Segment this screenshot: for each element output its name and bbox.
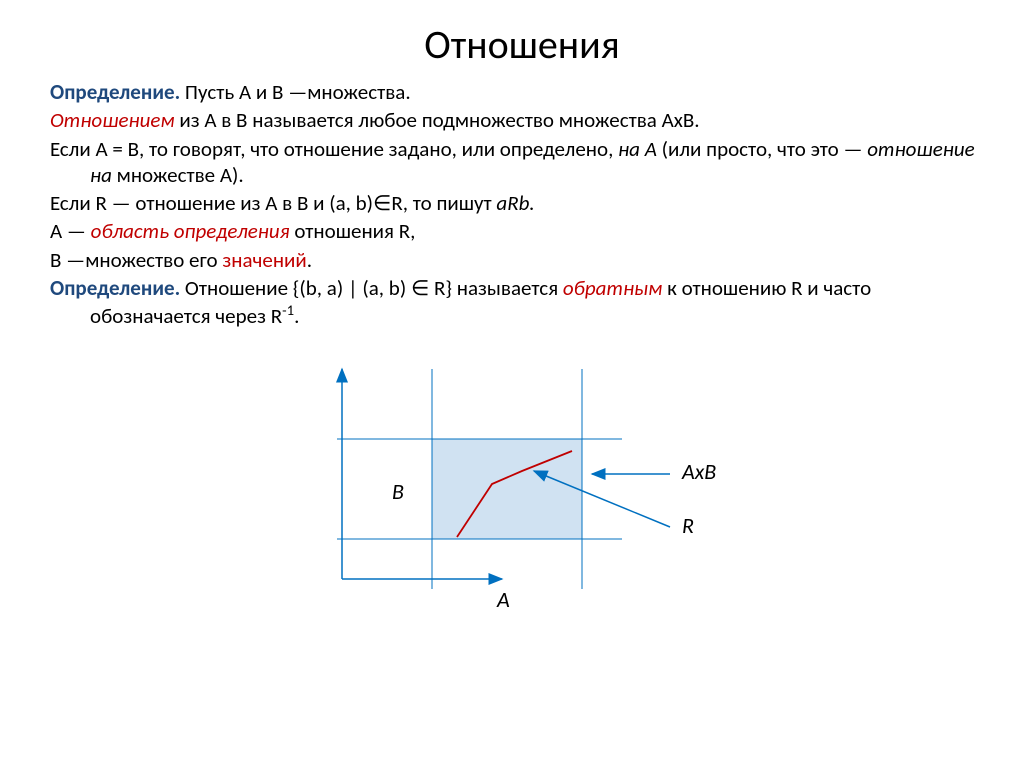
body-text: Определение. Пусть А и В —множества. Отн…: [50, 79, 994, 329]
l4-it: aRb.: [496, 190, 534, 216]
l3-a: Если А = В, то говорят, что отношение за…: [50, 136, 618, 162]
l3-it: на А: [618, 136, 657, 162]
def-label-2: Определение.: [50, 275, 180, 301]
svg-text:B: B: [392, 478, 404, 505]
l6-red: значений: [222, 247, 306, 273]
def-label-1: Определение.: [50, 79, 180, 105]
l5-red: область определения: [91, 218, 290, 244]
l7-red: обратным: [563, 275, 662, 301]
l3-rest2: множестве А).: [112, 162, 244, 188]
l6-mid: множество его: [85, 247, 222, 273]
slide-title: Отношения: [50, 20, 994, 69]
l5-a: A —: [50, 218, 91, 244]
l4-a: Если R — отношение из А в В и (a, b)∈R, …: [50, 190, 496, 216]
svg-text:A: A: [496, 586, 510, 613]
l5-rest: отношения R,: [290, 218, 416, 244]
svg-text:R: R: [682, 512, 694, 539]
l2-rest: из А в В называется любое подмножество м…: [175, 107, 700, 133]
l7-sup: -1: [282, 301, 294, 319]
l6-a: B —: [50, 247, 85, 273]
l7-dot2: .: [294, 303, 299, 329]
l3-rest: (или просто, что это —: [657, 136, 867, 162]
l6-dot: .: [307, 247, 312, 273]
l7-mid: Отношение {(b, a) | (a, b) ∈ R} называет…: [180, 275, 563, 301]
relation-diagram: A B АхВ R: [262, 349, 782, 629]
l1-rest: Пусть А и В —множества.: [180, 79, 410, 105]
relation-term: Отношением: [50, 107, 175, 133]
svg-text:АхВ: АхВ: [681, 458, 716, 485]
